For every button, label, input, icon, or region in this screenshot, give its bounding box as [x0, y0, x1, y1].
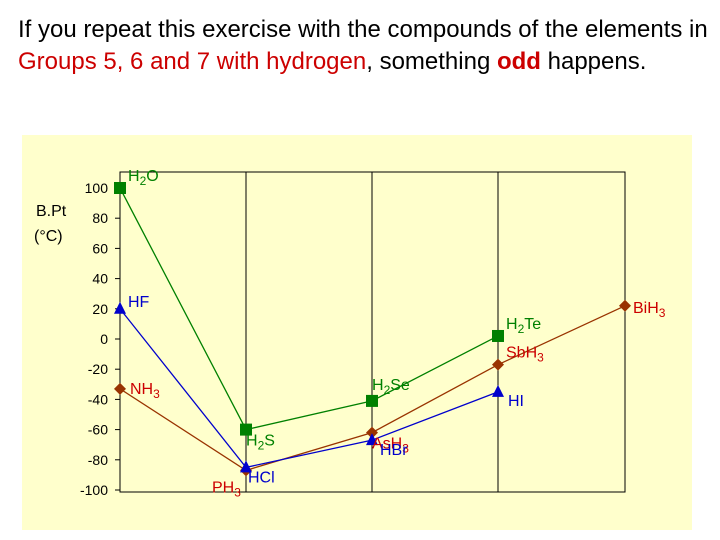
compound-label: HF [128, 294, 150, 311]
chart-panel: B.Pt (°C) 100 80 60 40 20 0 -20 -40 -60 -80 -100 H2… [22, 135, 692, 530]
y-axis-label-line1: B.Pt [36, 203, 67, 220]
compound-label: HI [508, 393, 524, 410]
y-tick-label: -80 [88, 452, 108, 468]
compound-label: H2O [128, 168, 159, 188]
boiling-point-chart: B.Pt (°C) 100 80 60 40 20 0 -20 -40 -60 -80 -100 H2… [34, 168, 666, 499]
y-axis-label-line2: (°C) [34, 228, 63, 245]
compound-label: HBr [380, 442, 408, 459]
data-point-diamond [114, 382, 126, 395]
y-tick-label: 80 [92, 210, 108, 226]
y-tick-label: 0 [100, 331, 108, 347]
data-point-triangle [240, 460, 252, 473]
compound-label: PH3 [212, 479, 241, 499]
data-point-diamond [366, 426, 378, 439]
slide-heading: If you repeat this exercise with the com… [18, 14, 708, 78]
compound-label: SbH3 [506, 345, 544, 365]
heading-groups: Groups 5, 6 and 7 with hydrogen [18, 48, 367, 75]
data-point-square [492, 329, 504, 342]
data-point-triangle [114, 301, 126, 314]
y-tick-label: 100 [85, 180, 109, 196]
series-line-group6 [119, 187, 499, 431]
compound-label: H2Te [506, 316, 541, 336]
compound-label: AsH3 [372, 436, 409, 456]
compound-label: NH3 [130, 381, 160, 401]
data-point-triangle [492, 384, 504, 397]
y-tick-label: -100 [80, 482, 108, 498]
compound-label: BiH3 [633, 300, 666, 320]
y-tick-label: 40 [92, 271, 108, 287]
data-point-diamond [619, 299, 631, 312]
data-point-square [240, 423, 252, 436]
heading-text-1: If you repeat this exercise with the com… [18, 16, 708, 43]
heading-text-2: , something [366, 48, 497, 75]
y-tick-label: -60 [88, 422, 108, 438]
compound-label: HCl [248, 469, 275, 486]
y-tick-label: -20 [88, 361, 108, 377]
data-point-square [114, 182, 126, 194]
y-tick-label: -40 [88, 391, 108, 407]
y-tick-label: 60 [92, 240, 108, 256]
heading-text-3: happens. [540, 48, 647, 75]
data-point-diamond [492, 358, 504, 371]
y-tick-label: 20 [92, 301, 108, 317]
data-point-square [366, 394, 378, 407]
data-point-triangle [366, 433, 378, 446]
heading-odd: odd [496, 48, 541, 75]
compound-label: H2Se [372, 377, 410, 397]
series-line-group7 [119, 308, 499, 469]
compound-label: H2S [246, 433, 275, 453]
